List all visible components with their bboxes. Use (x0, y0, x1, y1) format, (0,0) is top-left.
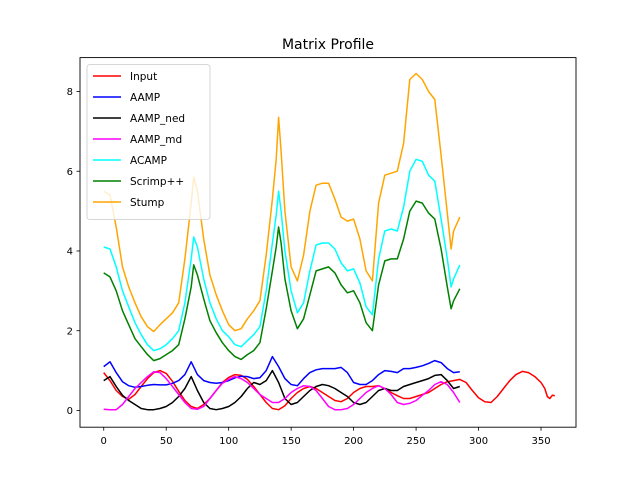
x-tick-label: 350 (531, 436, 550, 447)
series-line-acamp (103, 158, 461, 352)
y-tick-label: 0 (67, 406, 73, 417)
x-tick-label: 200 (344, 436, 363, 447)
legend-label: ACAMP (130, 155, 167, 167)
x-tick-label: 50 (160, 436, 173, 447)
x-axis-ticks: 0 50 100 150 200 250 300 350 (101, 427, 551, 447)
series-line-aamp-ned (103, 369, 461, 411)
y-axis-ticks: 0 2 4 6 8 (67, 87, 80, 417)
y-tick-label: 4 (67, 247, 73, 258)
chart-title: Matrix Profile (282, 37, 374, 53)
y-tick-label: 6 (67, 167, 73, 178)
plot-area-frame (79, 57, 577, 428)
series-line-input (103, 369, 555, 411)
legend-label: AAMP_ned (130, 113, 185, 125)
legend: Input AAMP AAMP_ned AAMP_md ACAMP Scrimp++ Stu… (86, 64, 211, 220)
x-tick-label: 300 (469, 436, 488, 447)
legend-label: AAMP_md (130, 134, 182, 146)
series-line-scrimp- (103, 200, 461, 362)
x-tick-label: 150 (282, 436, 301, 447)
legend-label: AAMP (130, 92, 160, 104)
plot-lines (103, 72, 555, 411)
x-tick-label: 0 (101, 436, 107, 447)
x-tick-label: 250 (407, 436, 426, 447)
series-line-aamp-md (103, 371, 461, 411)
legend-label: Scrimp++ (130, 176, 184, 188)
x-tick-label: 100 (219, 436, 238, 447)
y-tick-label: 8 (67, 87, 73, 98)
series-line-stump (103, 72, 461, 333)
legend-label: Stump (130, 197, 165, 209)
y-tick-label: 2 (67, 326, 73, 337)
series-line-aamp (103, 355, 460, 389)
legend-label: Input (130, 71, 157, 83)
